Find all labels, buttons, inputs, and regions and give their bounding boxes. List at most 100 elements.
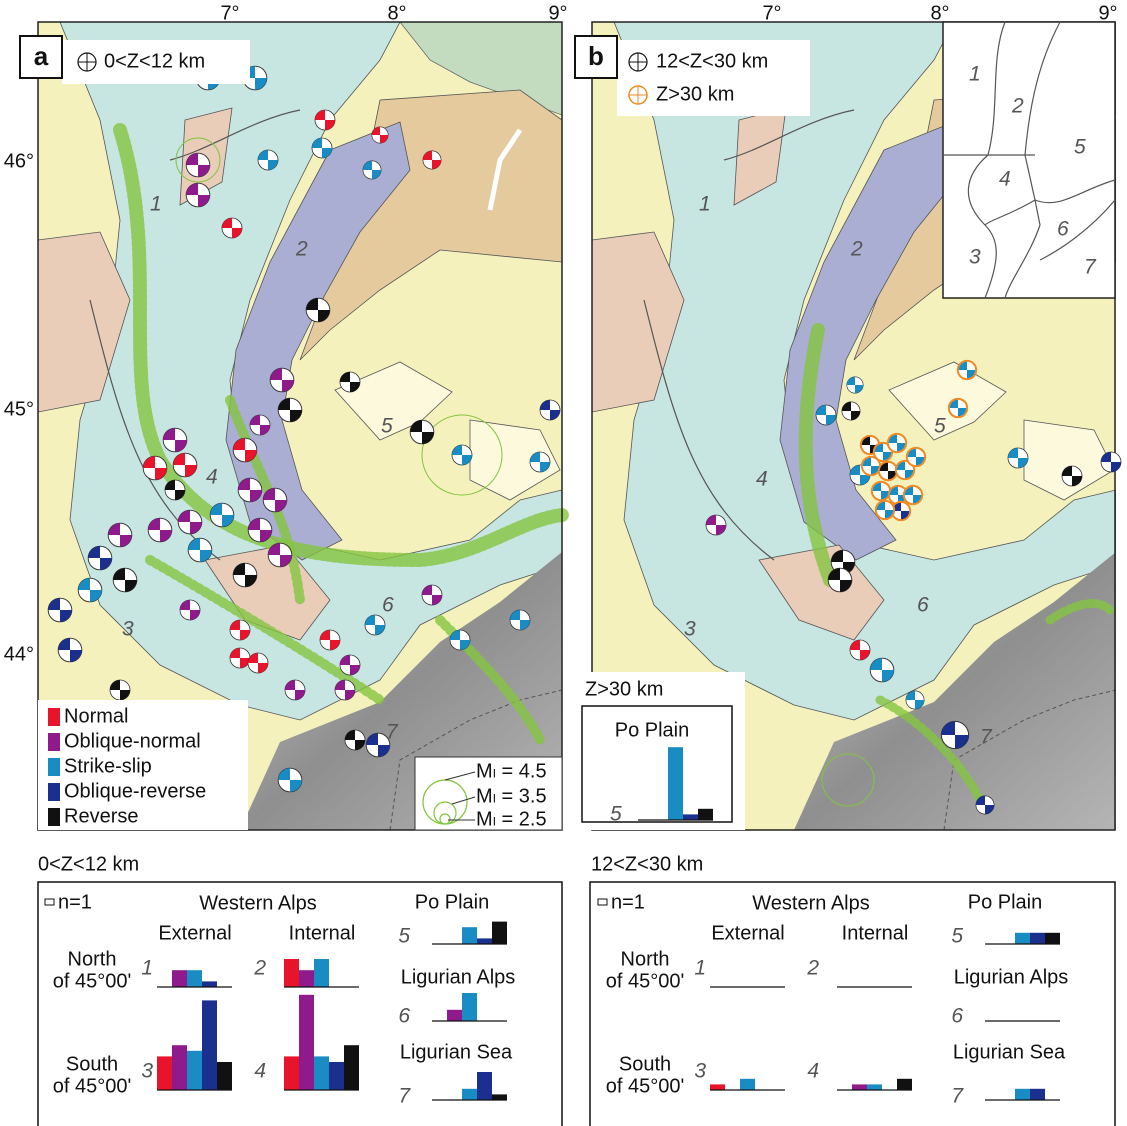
bar — [172, 1045, 187, 1090]
bar — [740, 1079, 755, 1090]
bar — [683, 814, 698, 820]
focal-mechanism — [268, 543, 292, 567]
chart-region: 5 — [398, 925, 410, 948]
bar — [462, 1089, 477, 1100]
bar — [698, 809, 713, 820]
focal-mechanism — [862, 457, 880, 475]
region-label: 7 — [980, 726, 993, 749]
row-title: of 45°00' — [606, 1075, 685, 1097]
region-label: 6 — [382, 594, 394, 617]
lon-label: 7° — [762, 2, 781, 24]
side-title: Ligurian Alps — [954, 966, 1069, 988]
bar — [1030, 1089, 1045, 1100]
focal-mechanism — [233, 563, 257, 587]
focal-mechanism — [270, 368, 294, 392]
focal-mechanism — [888, 434, 906, 452]
row-title: of 45°00' — [606, 970, 685, 992]
focal-mechanism — [1062, 466, 1082, 486]
chart-region: 6 — [398, 1005, 410, 1028]
row-title: North — [621, 948, 670, 970]
focal-mechanism — [870, 658, 894, 682]
bar — [1045, 933, 1060, 944]
focal-mechanism — [248, 518, 272, 542]
focal-mechanism — [108, 523, 132, 547]
bar — [492, 922, 507, 944]
deep-region: 5 — [610, 803, 622, 826]
legend-swatch — [48, 733, 60, 751]
focal-mechanism — [510, 610, 530, 630]
column-title: External — [711, 922, 784, 944]
focal-mechanism — [365, 615, 385, 635]
row-title: North — [68, 948, 117, 970]
column-title: Internal — [842, 922, 909, 944]
focal-mechanism — [315, 110, 335, 130]
chart-region: 6 — [951, 1005, 963, 1028]
side-title: Po Plain — [415, 891, 490, 913]
focal-mechanism — [210, 503, 234, 527]
focal-mechanism — [872, 482, 890, 500]
row-title: South — [619, 1053, 671, 1075]
bar — [284, 959, 299, 987]
legend-label: Normal — [64, 705, 128, 727]
chart-region: 1 — [694, 957, 706, 980]
panel-letter: b — [588, 41, 604, 71]
inset-region-label: 4 — [999, 168, 1011, 191]
magnitude-label: Mₗ = 3.5 — [476, 785, 547, 807]
focal-mechanism — [1008, 448, 1028, 468]
focal-mechanism — [258, 150, 278, 170]
focal-mechanism — [842, 402, 860, 420]
legend-swatch — [48, 783, 60, 801]
focal-mechanism — [340, 655, 360, 675]
n-label: n=1 — [58, 891, 92, 913]
bar — [462, 927, 477, 944]
inset-region-label: 3 — [969, 246, 981, 269]
legend-swatch — [48, 758, 60, 776]
region-label: 1 — [699, 193, 711, 216]
n-label: n=1 — [611, 891, 645, 913]
focal-mechanism — [423, 151, 441, 169]
bar — [447, 1010, 462, 1021]
depth-icon — [78, 53, 96, 71]
bar — [172, 970, 187, 987]
depth-label: 12<Z<30 km — [656, 50, 768, 72]
focal-mechanism — [248, 653, 268, 673]
region-label: 6 — [917, 594, 929, 617]
bar — [852, 1084, 867, 1090]
legend-swatch — [48, 808, 60, 826]
side-title: Ligurian Alps — [401, 966, 516, 988]
legend-label: Reverse — [64, 805, 138, 827]
focal-mechanism — [238, 478, 262, 502]
focal-mechanism — [180, 600, 200, 620]
focal-mechanism — [58, 638, 82, 662]
focal-mechanism — [188, 538, 212, 562]
chart-region: 2 — [253, 957, 266, 980]
focal-mechanism — [165, 480, 185, 500]
inset-region-label: 1 — [969, 63, 981, 86]
region-label: 1 — [150, 193, 162, 216]
lat-label: 46° — [4, 150, 34, 172]
bar — [1030, 933, 1045, 944]
bar — [897, 1079, 912, 1090]
chart-region: 7 — [398, 1085, 411, 1108]
focal-mechanism — [1101, 452, 1121, 472]
lat-label: 45° — [4, 398, 34, 420]
inset-region-label: 5 — [1074, 136, 1086, 159]
focal-mechanism — [530, 452, 550, 472]
focal-mechanism — [278, 398, 302, 422]
bar — [157, 1056, 172, 1090]
focal-mechanism — [285, 680, 305, 700]
focal-mechanism — [335, 680, 355, 700]
column-title: Internal — [289, 922, 356, 944]
lat-label: 44° — [4, 643, 34, 665]
focal-mechanism — [540, 400, 560, 420]
focal-mechanism — [306, 298, 330, 322]
n-scale-icon — [598, 899, 607, 905]
region-label: 3 — [684, 618, 696, 641]
focal-mechanism — [230, 620, 250, 640]
bar — [492, 1094, 507, 1100]
bar — [217, 1062, 232, 1090]
depth-icon — [629, 53, 647, 71]
focal-mechanism — [263, 488, 287, 512]
focal-mechanism — [230, 648, 250, 668]
chart-region: 3 — [141, 1060, 153, 1083]
